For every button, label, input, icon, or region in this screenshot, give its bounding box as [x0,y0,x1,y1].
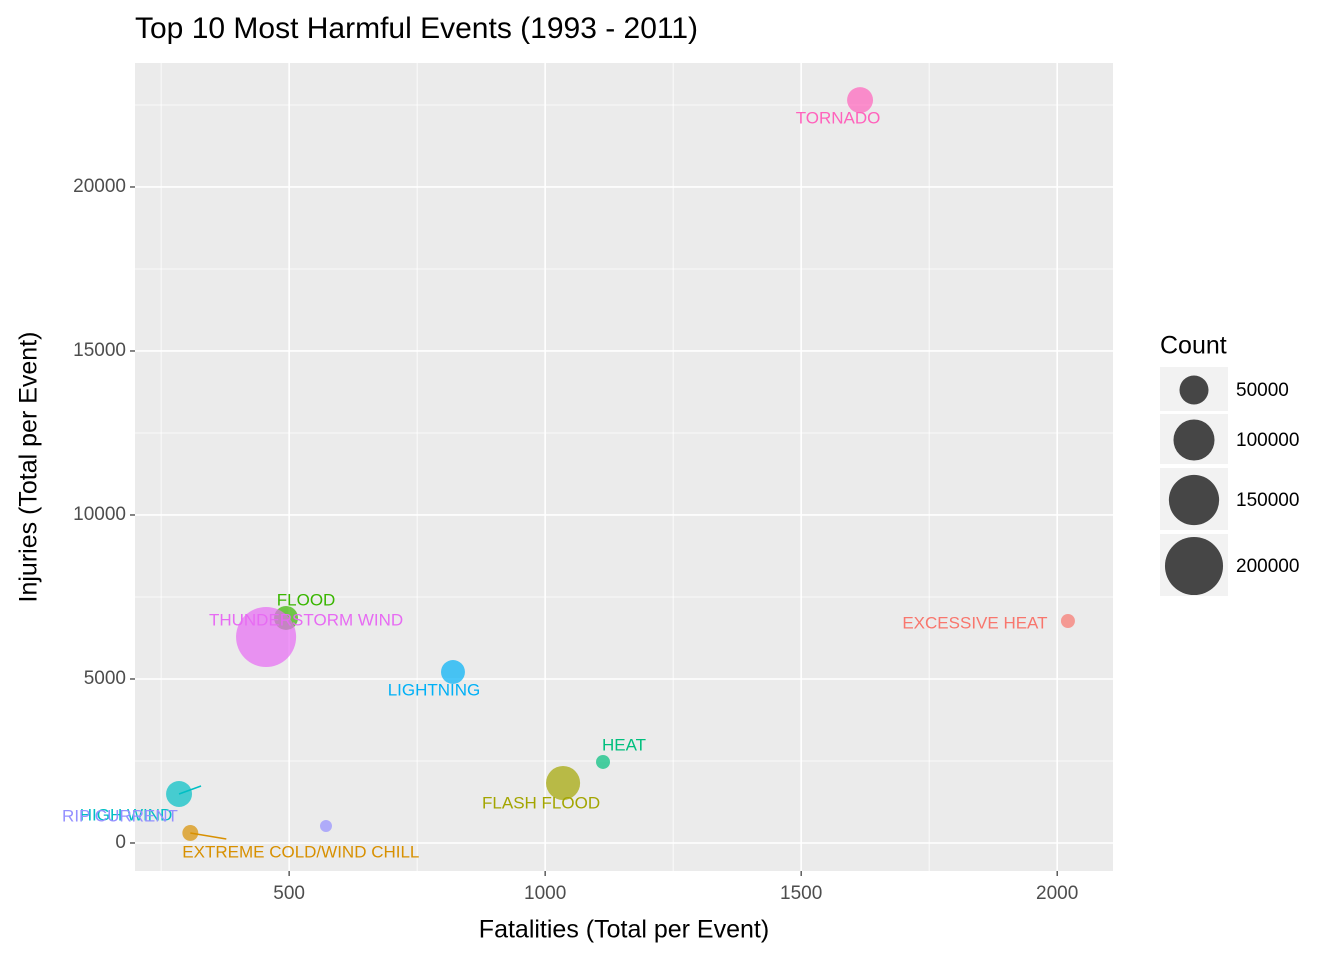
point-label: FLOOD [277,590,336,609]
bubble [236,606,297,668]
point-label: LIGHTNING [388,680,481,699]
label-leader [190,832,227,840]
point-label: FLASH FLOOD [482,793,600,812]
x-tick-label: 1500 [780,883,822,904]
point-label: TORNADO [796,109,881,128]
point-label: THUNDERSTORM WIND [209,610,403,629]
legend-label: 200000 [1236,556,1299,577]
legend-bubble [1179,375,1209,405]
point-label: EXTREME COLD/WIND CHILL [182,842,419,861]
y-tick-label: 5000 [84,668,126,689]
bubble [596,754,610,769]
legend-label: 150000 [1236,490,1299,511]
x-tick-label: 2000 [1036,883,1078,904]
label-leader [178,785,202,795]
legend-label: 100000 [1236,430,1299,451]
legend-label: 50000 [1236,380,1289,401]
y-tick-label: 20000 [73,176,126,197]
bubble [1060,614,1075,628]
y-tick-label: 15000 [73,340,126,361]
y-axis-title: Injuries (Total per Event) [15,332,43,603]
legend-bubble [1173,419,1215,461]
panel [135,63,1113,871]
bubble [441,660,465,684]
x-tick-label: 500 [273,883,305,904]
point-label: HEAT [602,735,646,754]
x-tick-label: 1000 [524,883,566,904]
point-label: HIGH WIND [80,805,173,824]
bubble [847,87,874,114]
y-tick-label: 0 [115,832,126,853]
legend-title: Count [1160,332,1227,360]
point-label: RIP CURRENT [62,806,178,825]
y-tick-label: 10000 [73,504,126,525]
point-label: EXCESSIVE HEAT [902,613,1047,632]
chart-title: Top 10 Most Harmful Events (1993 - 2011) [135,12,698,45]
legend-bubble [1164,536,1224,596]
bubble [166,781,193,807]
legend-bubble [1168,474,1220,526]
x-axis-title: Fatalities (Total per Event) [479,916,769,944]
bubble [320,820,332,832]
bubble [546,765,581,801]
